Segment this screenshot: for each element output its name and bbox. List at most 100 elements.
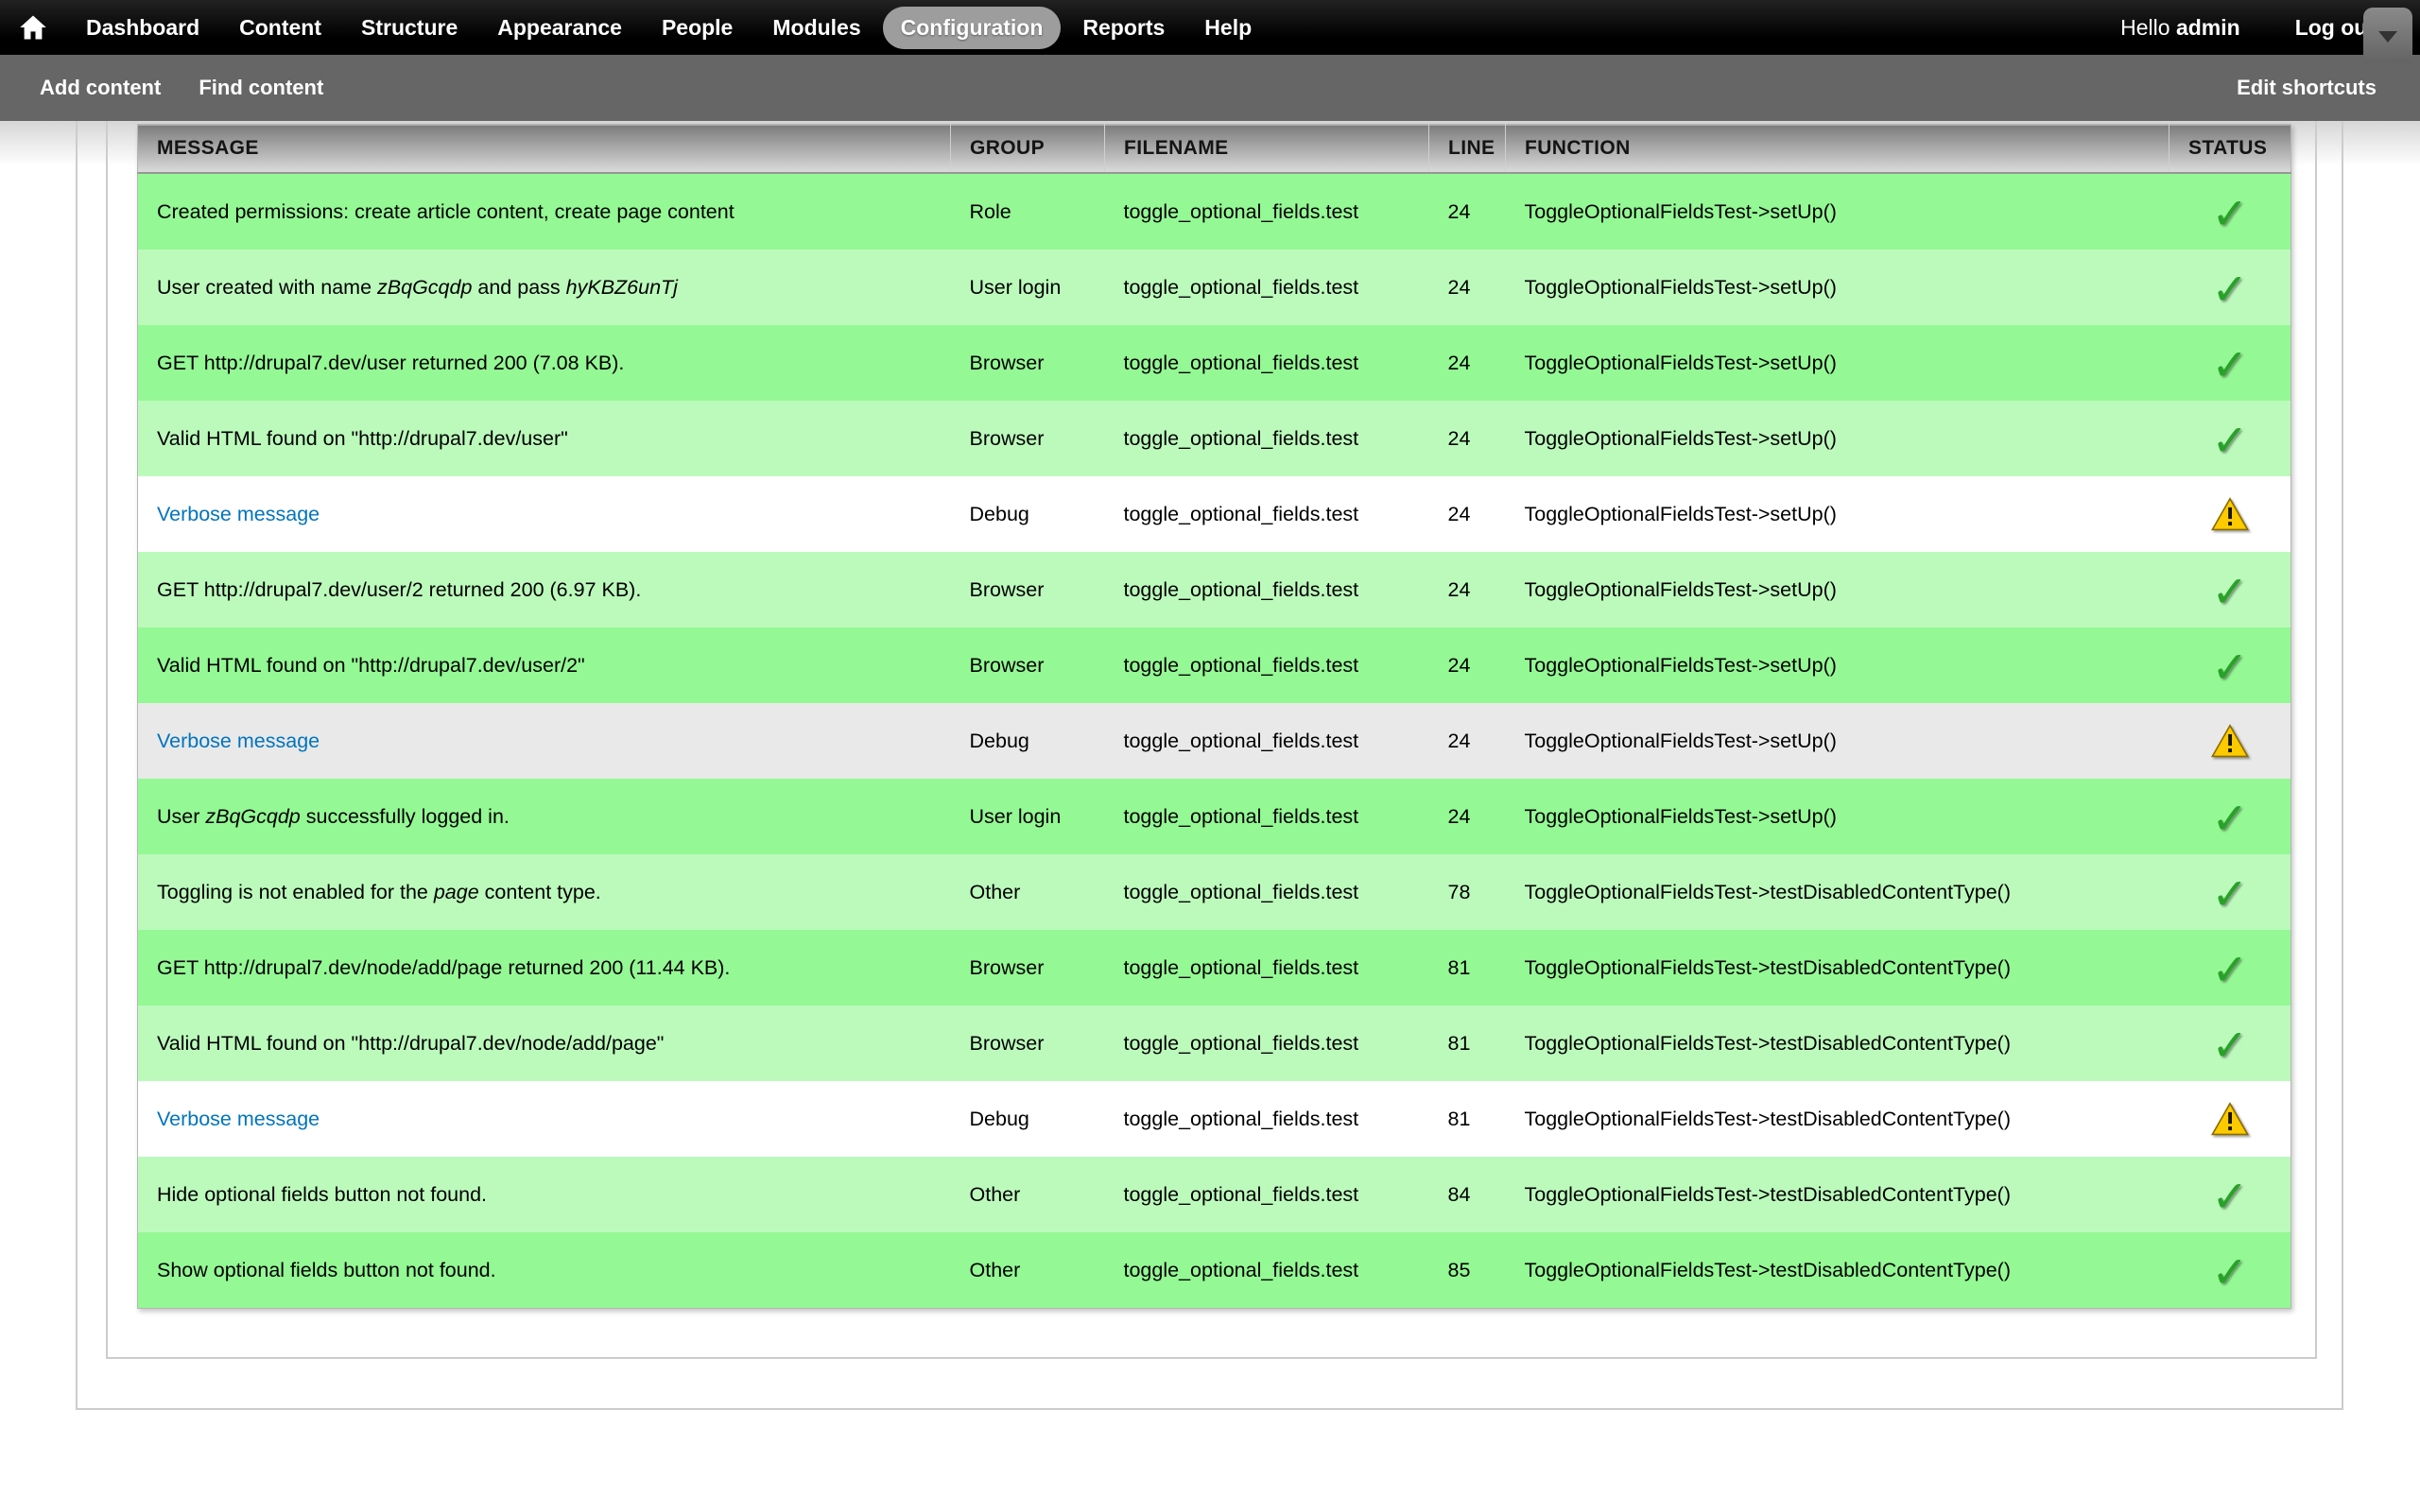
admin-toolbar: Dashboard Content Structure Appearance Peopl… bbox=[0, 0, 2420, 55]
checkmark-icon: ✓ bbox=[2211, 643, 2249, 692]
verbose-message-link[interactable]: Verbose message bbox=[157, 729, 320, 752]
group-cell: Debug bbox=[950, 476, 1105, 552]
message-cell: User created with name zBqGcqdp and pass… bbox=[137, 249, 951, 325]
group-cell: Role bbox=[950, 173, 1105, 249]
line-cell: 24 bbox=[1428, 249, 1506, 325]
message-cell: Verbose message bbox=[137, 1081, 951, 1157]
message-text: content type. bbox=[478, 880, 601, 903]
content-inner-box bbox=[106, 121, 2317, 1359]
toolbar-item-modules[interactable]: Modules bbox=[772, 14, 861, 40]
status-cell bbox=[2169, 1081, 2291, 1157]
filename-cell: toggle_optional_fields.test bbox=[1104, 1232, 1429, 1309]
line-cell: 24 bbox=[1428, 627, 1506, 703]
group-cell: Other bbox=[950, 854, 1105, 930]
table-row: Verbose message Debug toggle_optional_fiel… bbox=[137, 1081, 2291, 1157]
function-cell: ToggleOptionalFieldsTest->testDisabledCo… bbox=[1505, 1081, 2169, 1157]
function-cell: ToggleOptionalFieldsTest->setUp() bbox=[1505, 552, 2169, 627]
table-row: User zBqGcqdp successfully logged in. Use… bbox=[137, 779, 2291, 854]
column-header-group: GROUP bbox=[950, 124, 1105, 174]
toolbar-item-structure[interactable]: Structure bbox=[361, 14, 458, 40]
shortcut-item-find-content[interactable]: Find content bbox=[199, 76, 324, 99]
verbose-message-link[interactable]: Verbose message bbox=[157, 502, 320, 525]
line-cell: 81 bbox=[1428, 1081, 1506, 1157]
function-cell: ToggleOptionalFieldsTest->setUp() bbox=[1505, 476, 2169, 552]
table-row: Valid HTML found on "http://drupal7.dev/… bbox=[137, 401, 2291, 476]
status-cell bbox=[2169, 703, 2291, 779]
checkmark-icon: ✓ bbox=[2211, 340, 2249, 389]
toolbar-item-people[interactable]: People bbox=[661, 14, 734, 40]
filename-cell: toggle_optional_fields.test bbox=[1104, 249, 1429, 325]
message-text: zBqGcqdp bbox=[205, 804, 301, 828]
table-row: GET http://drupal7.dev/user returned 200… bbox=[137, 325, 2291, 401]
filename-cell: toggle_optional_fields.test bbox=[1104, 1081, 1429, 1157]
function-cell: ToggleOptionalFieldsTest->setUp() bbox=[1505, 627, 2169, 703]
filename-cell: toggle_optional_fields.test bbox=[1104, 1157, 1429, 1232]
status-cell: ✓ bbox=[2169, 779, 2291, 854]
toolbar-account-area: Hello admin Log out bbox=[2120, 15, 2420, 41]
toolbar-item-configuration[interactable]: Configuration bbox=[882, 6, 1062, 49]
filename-cell: toggle_optional_fields.test bbox=[1104, 1005, 1429, 1081]
status-cell: ✓ bbox=[2169, 325, 2291, 401]
status-cell: ✓ bbox=[2169, 552, 2291, 627]
group-cell: Browser bbox=[950, 552, 1105, 627]
function-cell: ToggleOptionalFieldsTest->testDisabledCo… bbox=[1505, 930, 2169, 1005]
checkmark-icon: ✓ bbox=[2211, 567, 2249, 616]
message-text: Hide optional fields button not found. bbox=[157, 1182, 488, 1206]
message-text: GET http://drupal7.dev/node/add/page ret… bbox=[157, 955, 731, 979]
status-cell: ✓ bbox=[2169, 930, 2291, 1005]
edit-shortcuts-link[interactable]: Edit shortcuts bbox=[2237, 76, 2377, 99]
line-cell: 24 bbox=[1428, 401, 1506, 476]
checkmark-icon: ✓ bbox=[2211, 794, 2249, 843]
checkmark-icon: ✓ bbox=[2211, 265, 2249, 314]
function-cell: ToggleOptionalFieldsTest->setUp() bbox=[1505, 173, 2169, 249]
status-cell: ✓ bbox=[2169, 854, 2291, 930]
line-cell: 78 bbox=[1428, 854, 1506, 930]
line-cell: 24 bbox=[1428, 325, 1506, 401]
group-cell: Browser bbox=[950, 325, 1105, 401]
filename-cell: toggle_optional_fields.test bbox=[1104, 552, 1429, 627]
group-cell: User login bbox=[950, 249, 1105, 325]
filename-cell: toggle_optional_fields.test bbox=[1104, 854, 1429, 930]
checkmark-icon: ✓ bbox=[2211, 945, 2249, 994]
toolbar-item-content[interactable]: Content bbox=[239, 14, 322, 40]
table-row: Valid HTML found on "http://drupal7.dev/… bbox=[137, 1005, 2291, 1081]
status-cell: ✓ bbox=[2169, 401, 2291, 476]
message-cell: Valid HTML found on "http://drupal7.dev/… bbox=[137, 627, 951, 703]
filename-cell: toggle_optional_fields.test bbox=[1104, 627, 1429, 703]
checkmark-icon: ✓ bbox=[2211, 189, 2249, 238]
function-cell: ToggleOptionalFieldsTest->setUp() bbox=[1505, 325, 2169, 401]
toolbar-item-dashboard[interactable]: Dashboard bbox=[86, 14, 200, 40]
message-text: Toggling is not enabled for the bbox=[157, 880, 434, 903]
function-cell: ToggleOptionalFieldsTest->setUp() bbox=[1505, 249, 2169, 325]
group-cell: Browser bbox=[950, 401, 1105, 476]
message-cell: Valid HTML found on "http://drupal7.dev/… bbox=[137, 1005, 951, 1081]
line-cell: 81 bbox=[1428, 930, 1506, 1005]
toolbar-toggle-button[interactable] bbox=[2363, 8, 2412, 62]
message-cell: GET http://drupal7.dev/user/2 returned 2… bbox=[137, 552, 951, 627]
function-cell: ToggleOptionalFieldsTest->testDisabledCo… bbox=[1505, 1232, 2169, 1309]
toolbar-menu: Dashboard Content Structure Appearance Peopl… bbox=[66, 6, 1271, 49]
content-outer-box bbox=[76, 121, 2343, 1410]
home-button[interactable] bbox=[0, 14, 66, 41]
line-cell: 24 bbox=[1428, 703, 1506, 779]
home-icon bbox=[20, 15, 46, 40]
group-cell: Other bbox=[950, 1232, 1105, 1309]
message-cell: User zBqGcqdp successfully logged in. bbox=[137, 779, 951, 854]
verbose-message-link[interactable]: Verbose message bbox=[157, 1107, 320, 1130]
toolbar-item-help[interactable]: Help bbox=[1204, 14, 1253, 40]
function-cell: ToggleOptionalFieldsTest->setUp() bbox=[1505, 779, 2169, 854]
message-cell: Verbose message bbox=[137, 476, 951, 552]
group-cell: User login bbox=[950, 779, 1105, 854]
column-header-filename: FILENAME bbox=[1104, 124, 1429, 174]
status-cell: ✓ bbox=[2169, 1005, 2291, 1081]
logout-link[interactable]: Log out bbox=[2294, 14, 2375, 40]
message-cell: Show optional fields button not found. bbox=[137, 1232, 951, 1309]
toolbar-item-appearance[interactable]: Appearance bbox=[497, 14, 622, 40]
message-text: Created permissions: create article cont… bbox=[157, 199, 735, 223]
filename-cell: toggle_optional_fields.test bbox=[1104, 325, 1429, 401]
message-text: and pass bbox=[472, 275, 566, 299]
toolbar-item-reports[interactable]: Reports bbox=[1082, 14, 1166, 40]
warning-icon bbox=[2210, 724, 2249, 758]
shortcut-item-add-content[interactable]: Add content bbox=[40, 76, 162, 99]
status-cell: ✓ bbox=[2169, 249, 2291, 325]
